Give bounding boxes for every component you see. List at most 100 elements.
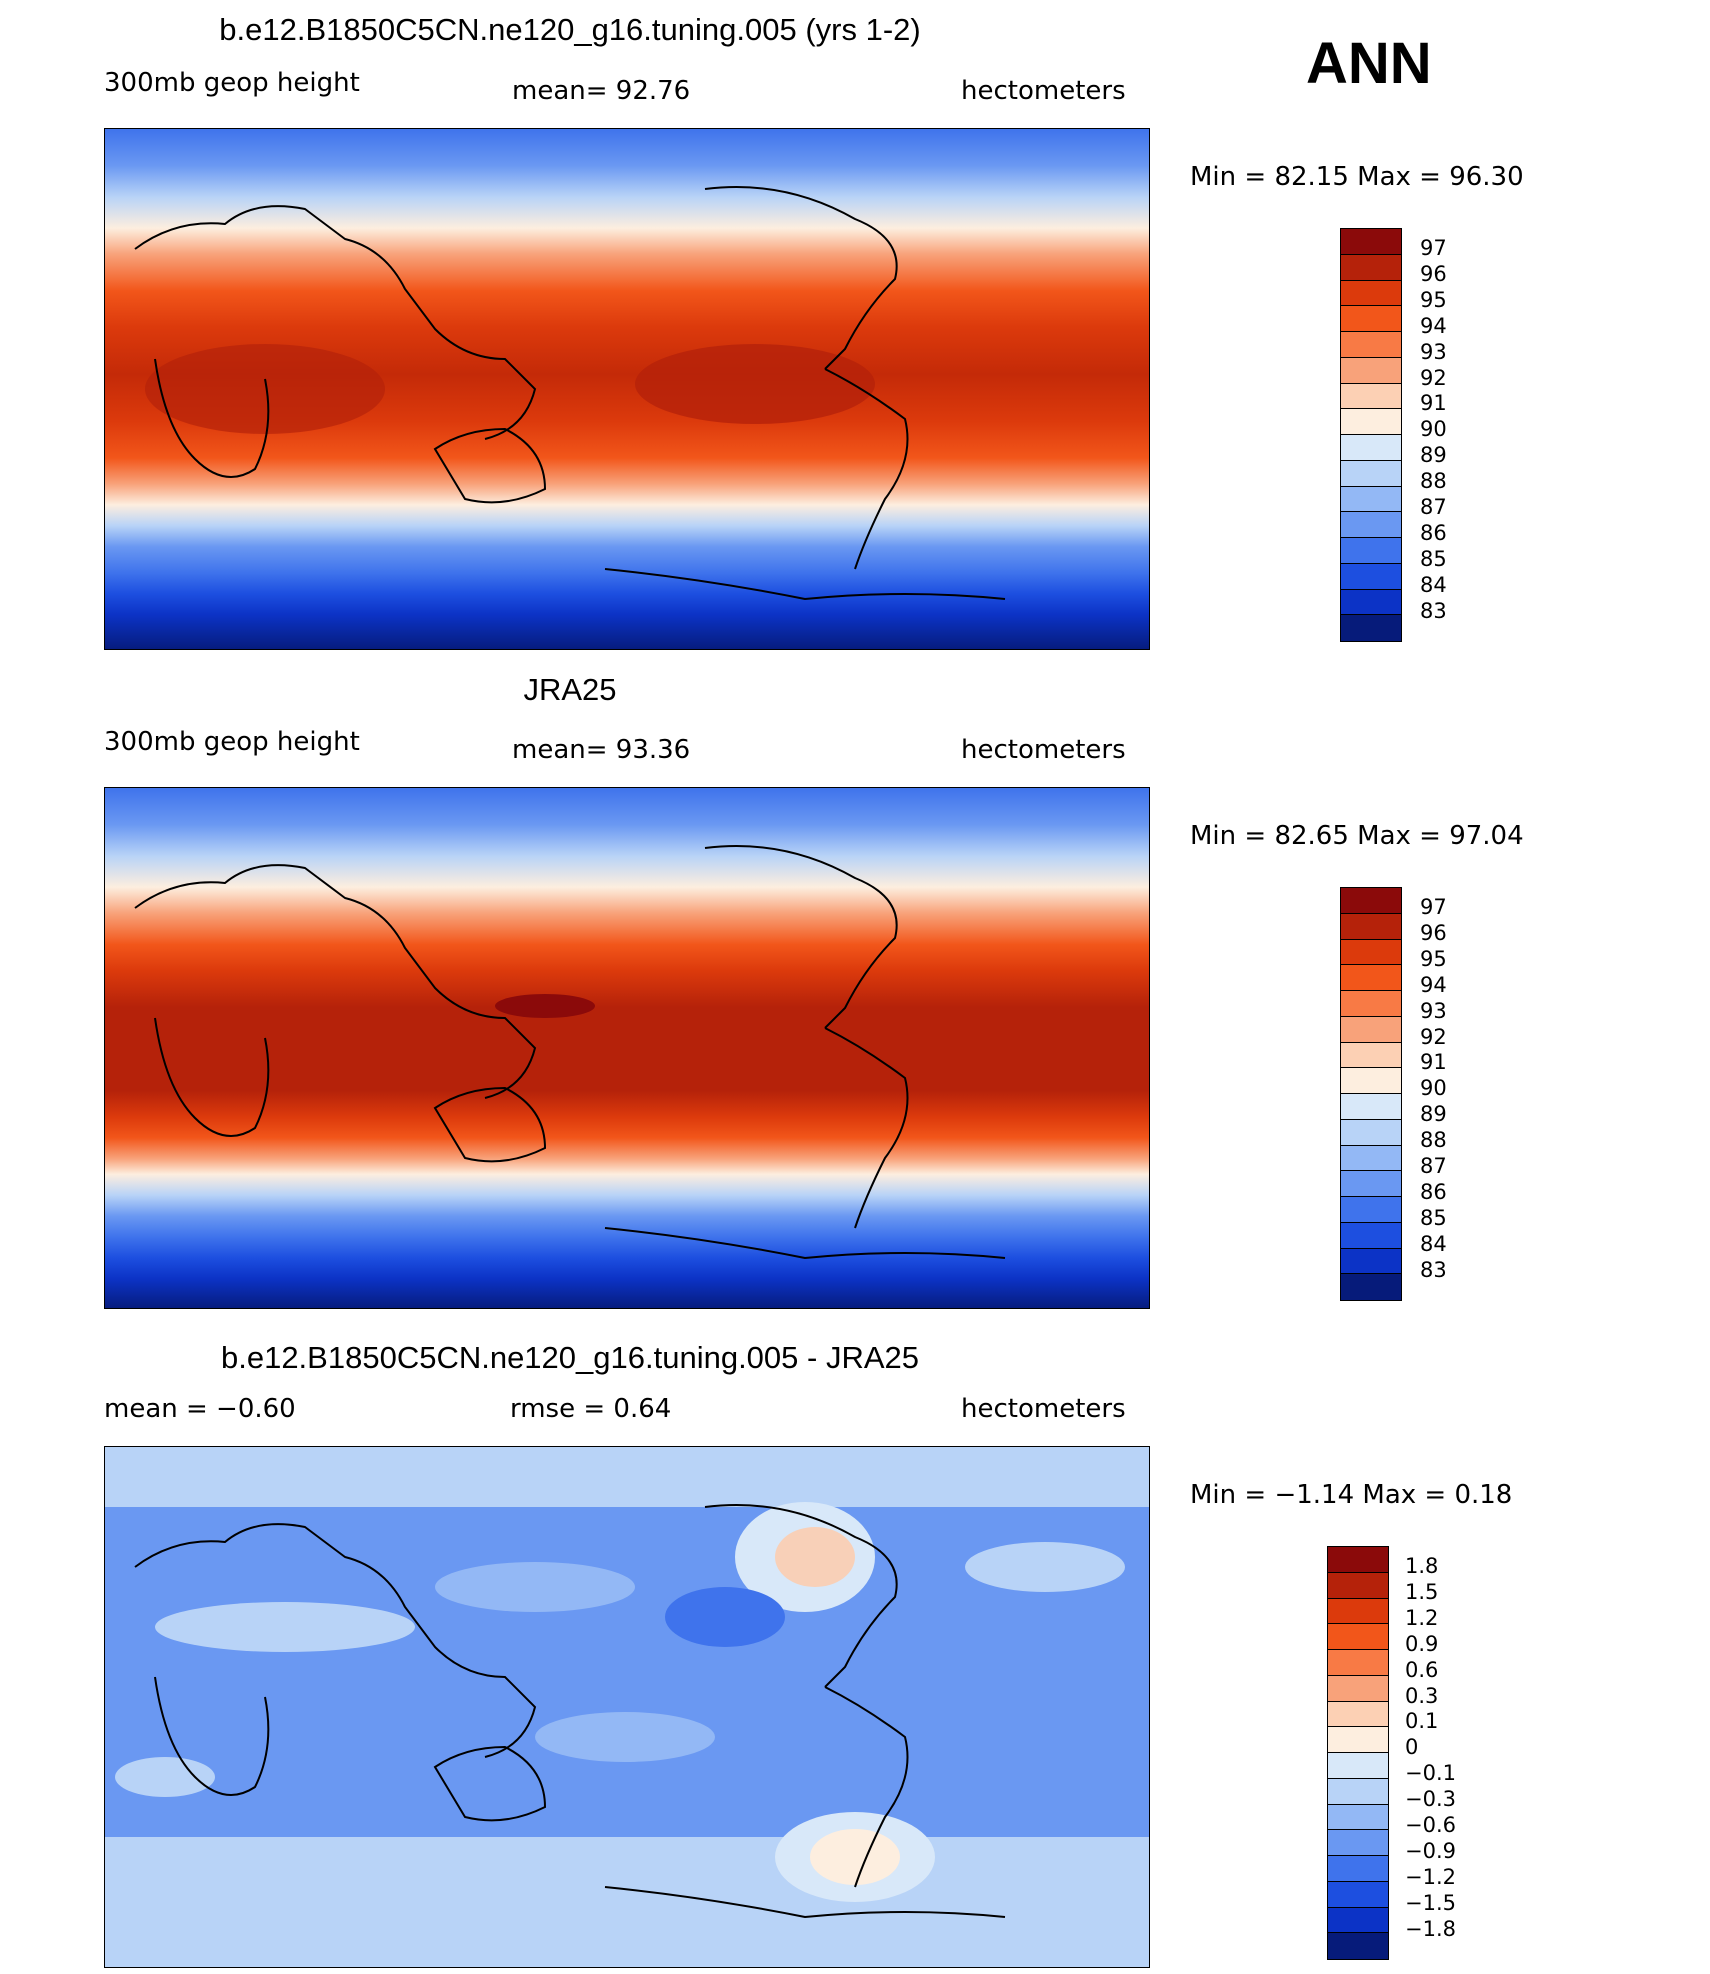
colorbar-segment <box>1328 1856 1388 1882</box>
panel-3-colorbar <box>1327 1546 1389 1960</box>
colorbar-label: 84 <box>1420 1231 1447 1256</box>
colorbar-label: 95 <box>1420 287 1447 312</box>
colorbar-label: 96 <box>1420 920 1447 945</box>
colorbar-segment <box>1328 1727 1388 1753</box>
panel-2-title: JRA25 <box>523 672 617 707</box>
colorbar-label: 0.6 <box>1405 1657 1439 1682</box>
colorbar-segment <box>1341 1197 1401 1223</box>
colorbar-label: 1.8 <box>1405 1554 1439 1578</box>
panel-2-colorbar <box>1340 887 1402 1301</box>
colorbar-segment <box>1328 1933 1388 1959</box>
colorbar-label: 83 <box>1420 1257 1447 1282</box>
panel-3-title: b.e12.B1850C5CN.ne120_g16.tuning.005 - J… <box>220 1340 919 1375</box>
panel-3-mean-label: mean = −0.60 <box>104 1394 296 1424</box>
colorbar-label: −0.6 <box>1405 1813 1456 1837</box>
colorbar-label: 0.1 <box>1405 1709 1439 1734</box>
colorbar-label: 1.2 <box>1405 1605 1439 1630</box>
colorbar-label: 0 <box>1405 1735 1419 1760</box>
colorbar-label: −1.8 <box>1405 1916 1456 1941</box>
colorbar-segment <box>1341 486 1401 513</box>
colorbar-label: 94 <box>1420 972 1447 997</box>
colorbar-segment <box>1341 1016 1401 1043</box>
panel-2-minmax: Min = 82.65 Max = 97.04 <box>1190 821 1524 851</box>
colorbar-label: −0.3 <box>1405 1787 1456 1812</box>
colorbar-segment <box>1341 357 1401 384</box>
colorbar-label: 90 <box>1420 417 1447 442</box>
colorbar-segment <box>1341 991 1401 1017</box>
colorbar-segment <box>1341 1145 1401 1172</box>
colorbar-segment <box>1341 254 1401 281</box>
colorbar-label: 90 <box>1420 1076 1447 1101</box>
colorbar-segment <box>1328 1598 1388 1625</box>
colorbar-segment <box>1341 306 1401 332</box>
colorbar-segment <box>1341 888 1401 914</box>
colorbar-label: 0.3 <box>1405 1683 1439 1708</box>
colorbar-label: 84 <box>1420 572 1447 597</box>
colorbar-segment <box>1328 1753 1388 1779</box>
colorbar-segment <box>1341 1042 1401 1069</box>
colorbar-segment <box>1328 1804 1388 1831</box>
panel-2-units-label: hectometers <box>961 735 1126 765</box>
colorbar-segment <box>1341 1222 1401 1249</box>
colorbar-segment <box>1341 460 1401 487</box>
panel-2-map <box>104 787 1150 1309</box>
colorbar-segment <box>1328 1572 1388 1599</box>
colorbar-segment <box>1341 409 1401 435</box>
colorbar-label: 96 <box>1420 261 1447 286</box>
colorbar-segment <box>1341 615 1401 641</box>
colorbar-label: 93 <box>1420 998 1447 1023</box>
colorbar-label: 89 <box>1420 1102 1447 1127</box>
colorbar-segment <box>1341 280 1401 307</box>
colorbar-label: 86 <box>1420 520 1447 545</box>
colorbar-segment <box>1328 1547 1388 1573</box>
colorbar-label: 83 <box>1420 598 1447 623</box>
colorbar-segment <box>1328 1624 1388 1650</box>
panel-2-mean-label: mean= 93.36 <box>512 735 691 765</box>
colorbar-label: 87 <box>1420 1154 1447 1178</box>
colorbar-segment <box>1341 1171 1401 1197</box>
colorbar-label: −1.5 <box>1405 1890 1456 1915</box>
colorbar-segment <box>1341 1094 1401 1120</box>
panel-1-minmax: Min = 82.15 Max = 96.30 <box>1190 162 1524 192</box>
colorbar-label: 97 <box>1420 236 1447 260</box>
colorbar-segment <box>1341 1248 1401 1275</box>
colorbar-segment <box>1341 913 1401 940</box>
colorbar-segment <box>1341 589 1401 616</box>
colorbar-label: 94 <box>1420 313 1447 338</box>
colorbar-segment <box>1328 1907 1388 1934</box>
colorbar-label: 88 <box>1420 1128 1447 1153</box>
colorbar-segment <box>1328 1675 1388 1702</box>
colorbar-segment <box>1328 1778 1388 1805</box>
colorbar-label: 91 <box>1420 391 1447 416</box>
colorbar-segment <box>1341 383 1401 410</box>
colorbar-segment <box>1328 1650 1388 1676</box>
colorbar-label: −0.1 <box>1405 1761 1456 1786</box>
colorbar-label: 95 <box>1420 946 1447 971</box>
panel-1-colorbar <box>1340 228 1402 642</box>
panel-1-map <box>104 128 1150 650</box>
colorbar-segment <box>1341 435 1401 461</box>
colorbar-segment <box>1341 229 1401 255</box>
panel-1-title: b.e12.B1850C5CN.ne120_g16.tuning.005 (yr… <box>219 12 921 47</box>
panel-1-units-label: hectometers <box>961 76 1126 106</box>
colorbar-label: 91 <box>1420 1050 1447 1075</box>
colorbar-label: 92 <box>1420 365 1447 390</box>
season-label: ANN <box>1306 31 1432 96</box>
colorbar-segment <box>1328 1881 1388 1908</box>
colorbar-label: 93 <box>1420 339 1447 364</box>
colorbar-label: 1.5 <box>1405 1579 1439 1604</box>
colorbar-segment <box>1341 1274 1401 1300</box>
colorbar-segment <box>1341 965 1401 991</box>
colorbar-label: 85 <box>1420 1205 1447 1230</box>
colorbar-label: 92 <box>1420 1024 1447 1049</box>
colorbar-label: 88 <box>1420 469 1447 494</box>
colorbar-segment <box>1341 538 1401 564</box>
colorbar-label: 86 <box>1420 1179 1447 1204</box>
panel-1-mean-label: mean= 92.76 <box>512 76 691 106</box>
colorbar-segment <box>1341 563 1401 590</box>
colorbar-segment <box>1341 939 1401 966</box>
colorbar-segment <box>1341 512 1401 538</box>
panel-3-minmax: Min = −1.14 Max = 0.18 <box>1190 1480 1513 1510</box>
colorbar-segment <box>1341 1119 1401 1146</box>
colorbar-segment <box>1341 1068 1401 1094</box>
